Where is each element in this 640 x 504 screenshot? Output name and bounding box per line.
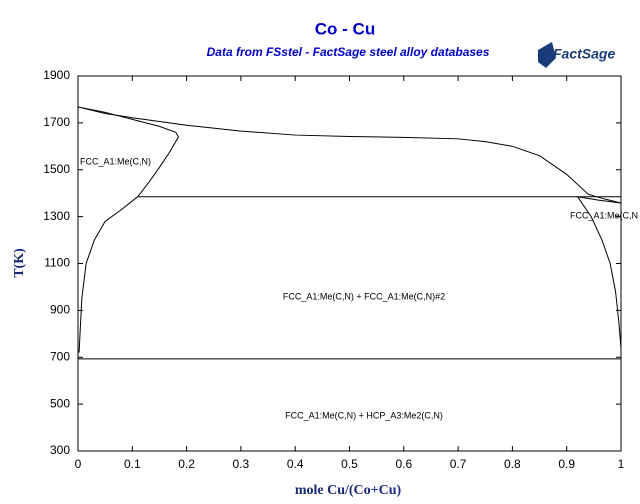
region-label: FCC_A1:Me(C,N) + HCP_A3:Me2(C,N) (285, 410, 443, 420)
chart-title: Co - Cu (315, 19, 375, 38)
y-tick-label: 500 (50, 396, 70, 410)
phase-boundary (77, 106, 622, 204)
x-tick-label: 0.3 (233, 457, 250, 471)
region-label: FCC_A1:Me(C,N) (80, 156, 151, 166)
x-tick-label: 0.9 (558, 457, 575, 471)
x-tick-label: 0.1 (124, 457, 141, 471)
y-axis-label: T(K) (12, 248, 27, 278)
chart-subtitle: Data from FSstel - FactSage steel alloy … (207, 45, 490, 59)
y-tick-label: 1900 (43, 68, 70, 82)
x-tick-label: 1 (618, 457, 625, 471)
y-tick-label: 1500 (43, 162, 70, 176)
x-tick-label: 0.4 (287, 457, 304, 471)
y-tick-label: 900 (50, 303, 70, 317)
y-tick-label: 1300 (43, 209, 70, 223)
y-tick-label: 700 (50, 349, 70, 363)
x-tick-label: 0.2 (178, 457, 195, 471)
phase-boundary (77, 106, 180, 353)
x-tick-label: 0.8 (504, 457, 521, 471)
region-label: FCC_A1:Me(C,N (570, 210, 638, 220)
y-tick-label: 1100 (44, 256, 70, 270)
x-tick-label: 0.6 (395, 457, 412, 471)
logo-text: FactSage (553, 46, 615, 62)
x-axis-label: mole Cu/(Co+Cu) (295, 483, 402, 498)
logo: FactSage (538, 42, 615, 68)
y-tick-label: 300 (50, 443, 70, 457)
y-tick-label: 1700 (43, 115, 70, 129)
region-label: FCC_A1:Me(C,N) + FCC_A1:Me(C,N)#2 (283, 291, 445, 301)
logo-icon (538, 42, 556, 68)
x-tick-label: 0 (75, 457, 82, 471)
phase-boundary (577, 196, 622, 348)
phase-boundary (577, 196, 622, 204)
x-tick-label: 0.7 (450, 457, 467, 471)
x-tick-label: 0.5 (341, 457, 358, 471)
plot-frame (77, 75, 622, 452)
